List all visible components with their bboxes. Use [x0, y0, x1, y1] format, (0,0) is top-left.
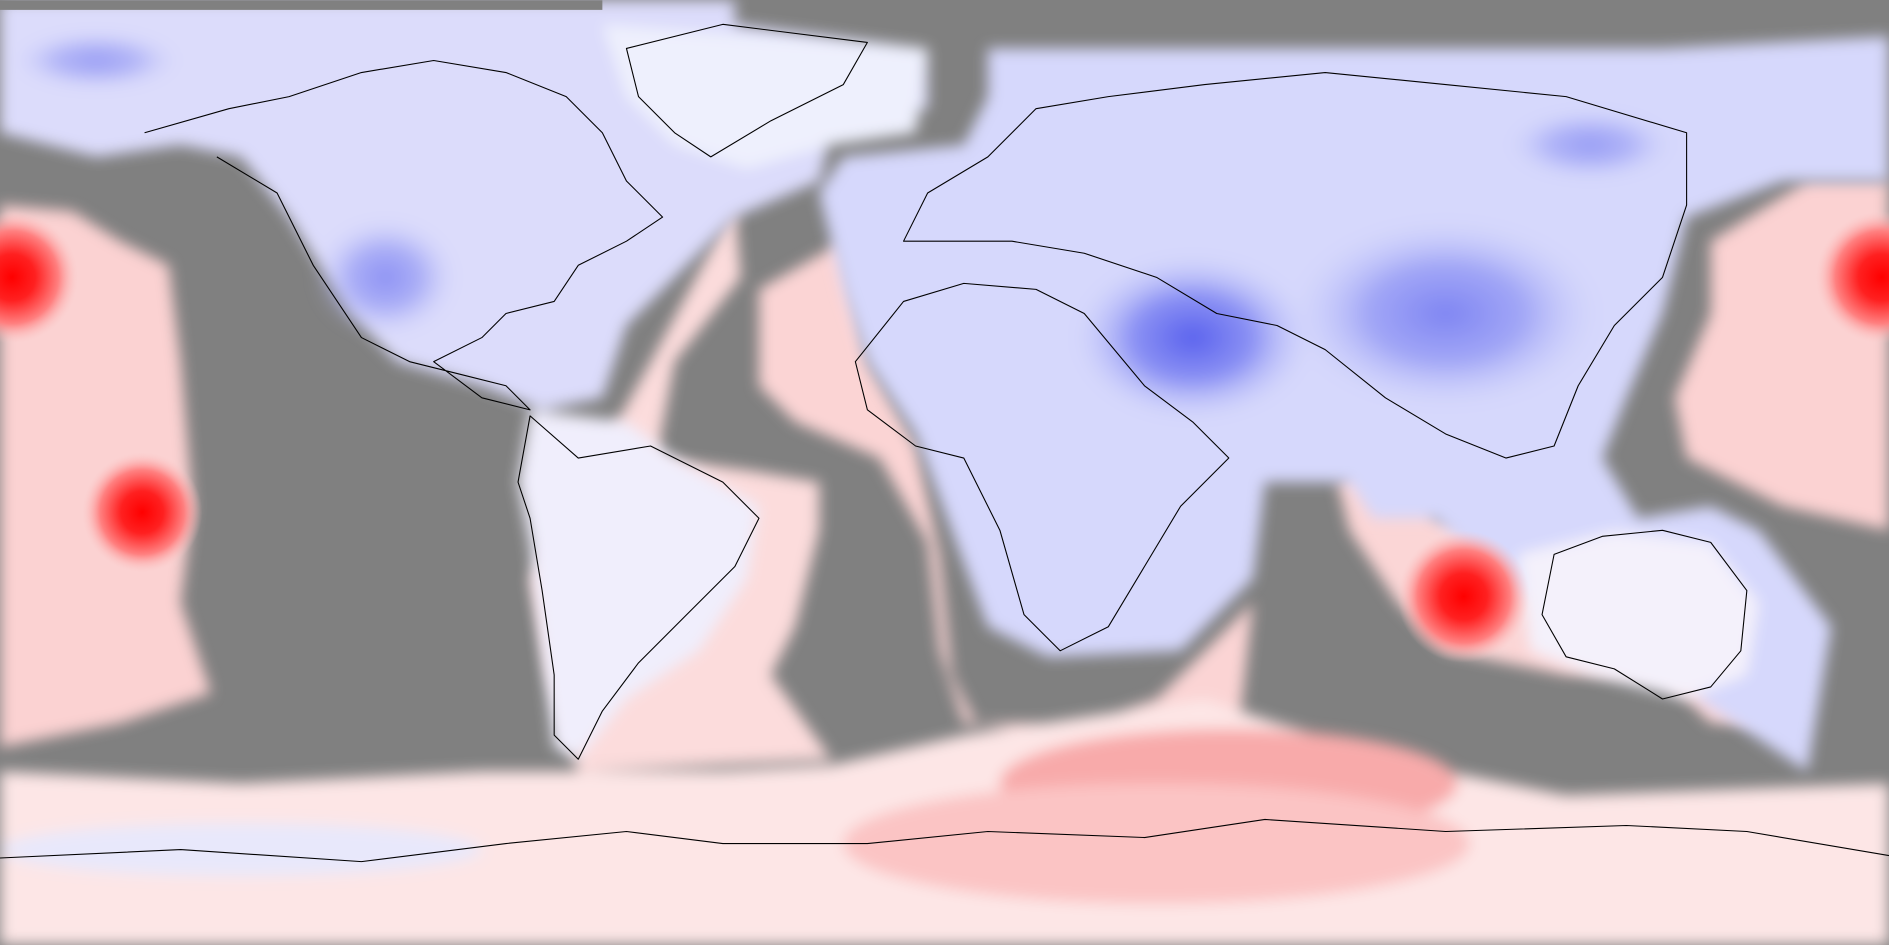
cold-core [1505, 108, 1675, 181]
hotspot [0, 211, 79, 344]
cold-core [12, 30, 181, 91]
cold-core [1072, 253, 1314, 422]
coast-north-america [144, 59, 664, 411]
australia [1517, 530, 1759, 699]
coastlines [0, 23, 1889, 863]
hotspot [1397, 530, 1530, 663]
coast-south-america [517, 415, 760, 760]
cold-core [1289, 217, 1603, 410]
south-america [518, 409, 759, 760]
missing-data [0, 0, 603, 10]
cool-regions [0, 0, 1889, 772]
coast-greenland [625, 23, 868, 158]
hotspots [0, 211, 1889, 663]
antarctic-warm [843, 783, 1470, 904]
hotspot [1815, 211, 1889, 344]
greenland [602, 24, 928, 169]
east-atlantic [758, 241, 1253, 736]
coast-eurasia [902, 71, 1688, 459]
coast-africa [854, 282, 1230, 652]
hotspot [81, 452, 203, 573]
coast-australia [1541, 529, 1748, 700]
cold-core [313, 217, 458, 338]
coast-antarctica [0, 818, 1889, 863]
antarctic-cool [0, 823, 482, 877]
